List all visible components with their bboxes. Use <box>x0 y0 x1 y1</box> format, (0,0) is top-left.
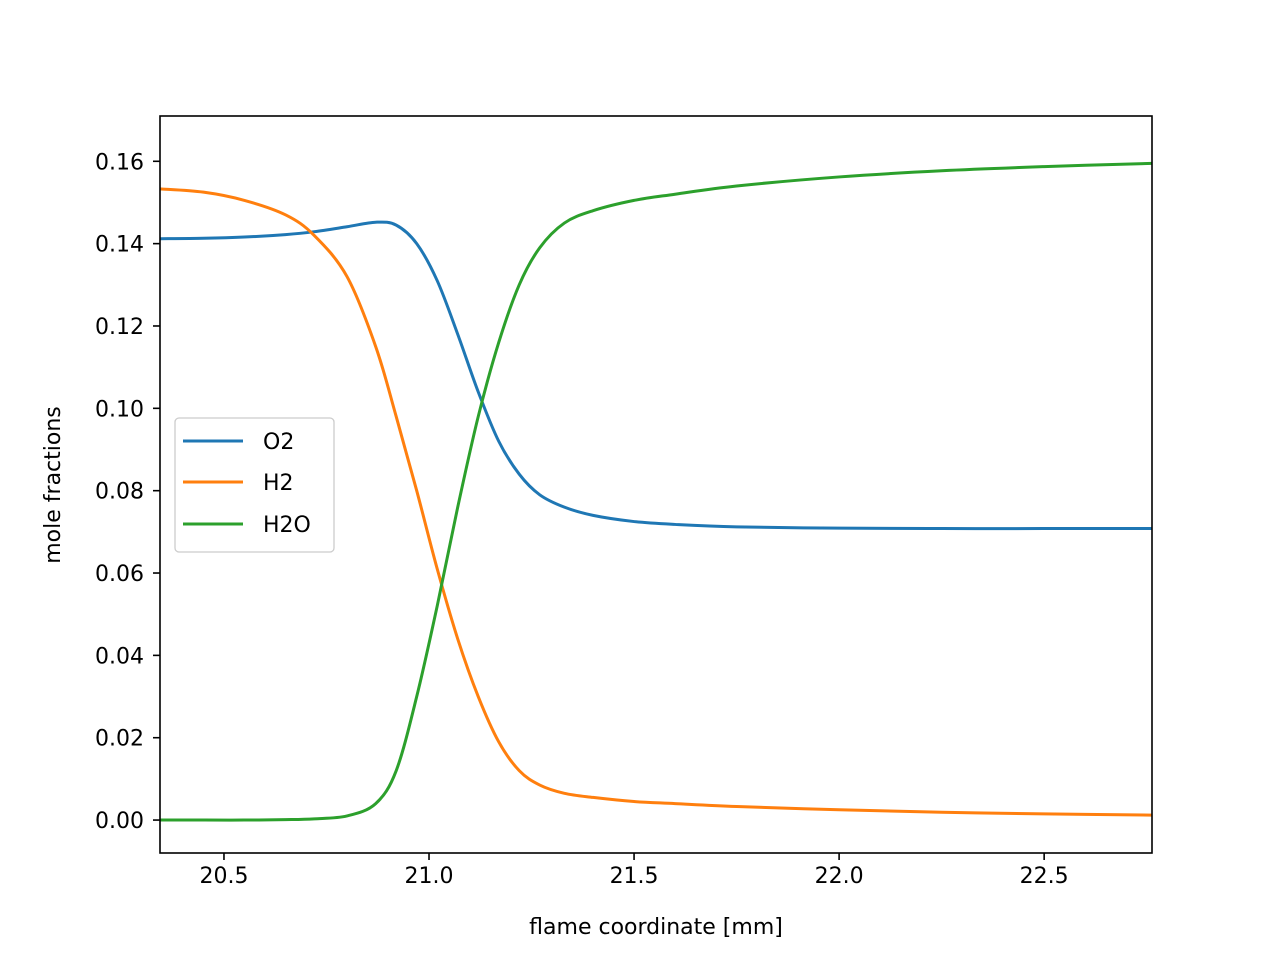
legend-item-h2: H2 <box>183 471 294 496</box>
legend: O2 H2 H2O <box>174 417 335 553</box>
y-axis-label: mole fractions <box>41 406 66 564</box>
legend-label-h2: H2 <box>263 471 294 496</box>
y-tick-label: 0.12 <box>95 315 144 340</box>
y-tick-label: 0.10 <box>95 397 144 422</box>
series-line-h2o <box>160 161 1152 822</box>
x-tick-label: 21.0 <box>405 864 454 889</box>
legend-box <box>174 417 335 553</box>
legend-item-h2o: H2O <box>183 513 311 538</box>
legend-item-o2: O2 <box>183 430 294 455</box>
y-tick-label: 0.08 <box>95 480 144 505</box>
plot-area <box>160 161 1152 822</box>
legend-label-h2o: H2O <box>263 513 311 538</box>
series-line-o2 <box>160 220 1152 531</box>
axes-frame <box>159 115 1153 854</box>
y-tick-label: 0.14 <box>95 233 144 258</box>
x-axis: 20.5 21.0 21.5 22.0 22.5 <box>199 853 1069 889</box>
y-tick-label: 0.16 <box>95 150 144 175</box>
y-tick-label: 0.06 <box>95 562 144 587</box>
x-tick-label: 22.5 <box>1020 864 1069 889</box>
series-line-h2 <box>160 187 1152 817</box>
y-tick-label: 0.00 <box>95 809 144 834</box>
legend-label-o2: O2 <box>263 430 294 455</box>
x-axis-label: flame coordinate [mm] <box>529 915 783 940</box>
y-axis: 0.00 0.02 0.04 0.06 0.08 0.10 0.12 0.14 0.16 <box>95 150 160 834</box>
y-tick-label: 0.02 <box>95 727 144 752</box>
x-tick-label: 21.5 <box>610 864 659 889</box>
x-tick-label: 20.5 <box>199 864 248 889</box>
y-tick-label: 0.04 <box>95 644 144 669</box>
x-tick-label: 22.0 <box>815 864 864 889</box>
